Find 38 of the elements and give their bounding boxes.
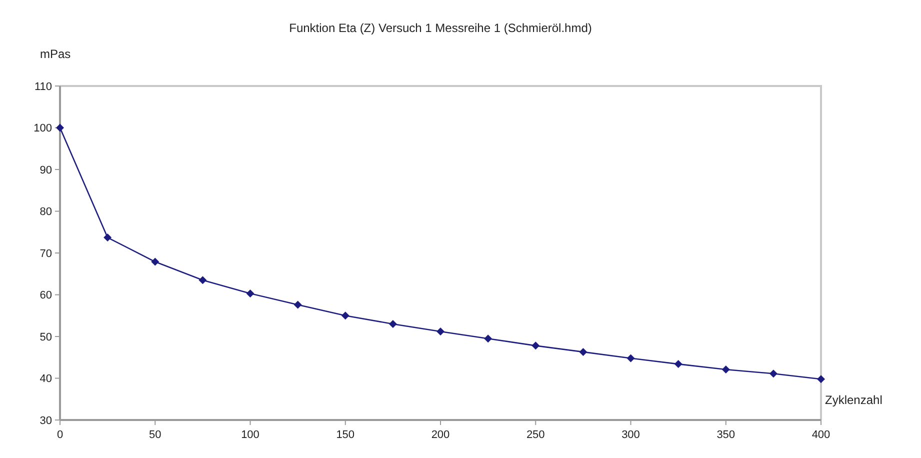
y-tick-label: 100 — [34, 122, 52, 135]
chart-title: Funktion Eta (Z) Versuch 1 Messreihe 1 (Schmieröl.hmd) — [289, 21, 592, 35]
point — [817, 375, 825, 384]
point — [626, 354, 635, 362]
y-tick-label: 40 — [40, 373, 52, 386]
point — [198, 276, 207, 284]
point — [151, 258, 160, 266]
x-tick-label: 250 — [526, 429, 545, 441]
y-tick-label: 30 — [40, 414, 52, 427]
point — [436, 327, 444, 336]
y-tick-label: 90 — [40, 164, 52, 176]
x-tick-label: 350 — [716, 429, 736, 441]
y-tick-label: 110 — [34, 80, 52, 93]
x-tick-label: 100 — [241, 429, 260, 441]
point — [56, 124, 64, 132]
x-tick-label: 400 — [812, 429, 830, 441]
point — [246, 290, 254, 298]
point — [484, 334, 492, 343]
x-tick-label: 300 — [622, 429, 640, 441]
x-tick-label: 150 — [336, 429, 355, 441]
point — [674, 360, 682, 368]
y-tick-label: 60 — [40, 290, 52, 302]
point — [722, 365, 730, 374]
x-tick-label: 50 — [149, 429, 162, 441]
y-tick-label: 70 — [40, 248, 52, 260]
x-tick-label: 200 — [431, 429, 450, 441]
y-tick-label: 50 — [40, 331, 52, 344]
point — [104, 234, 112, 242]
y-tick-label: 80 — [40, 206, 52, 218]
point — [769, 370, 778, 378]
x-axis-title: Zyklenzahl — [825, 393, 882, 407]
point — [294, 300, 302, 309]
point — [341, 312, 350, 320]
y-axis-title: mPas — [40, 47, 71, 61]
point — [579, 348, 588, 356]
point — [532, 342, 540, 350]
x-tick-label: 0 — [56, 429, 64, 441]
point — [388, 320, 397, 328]
